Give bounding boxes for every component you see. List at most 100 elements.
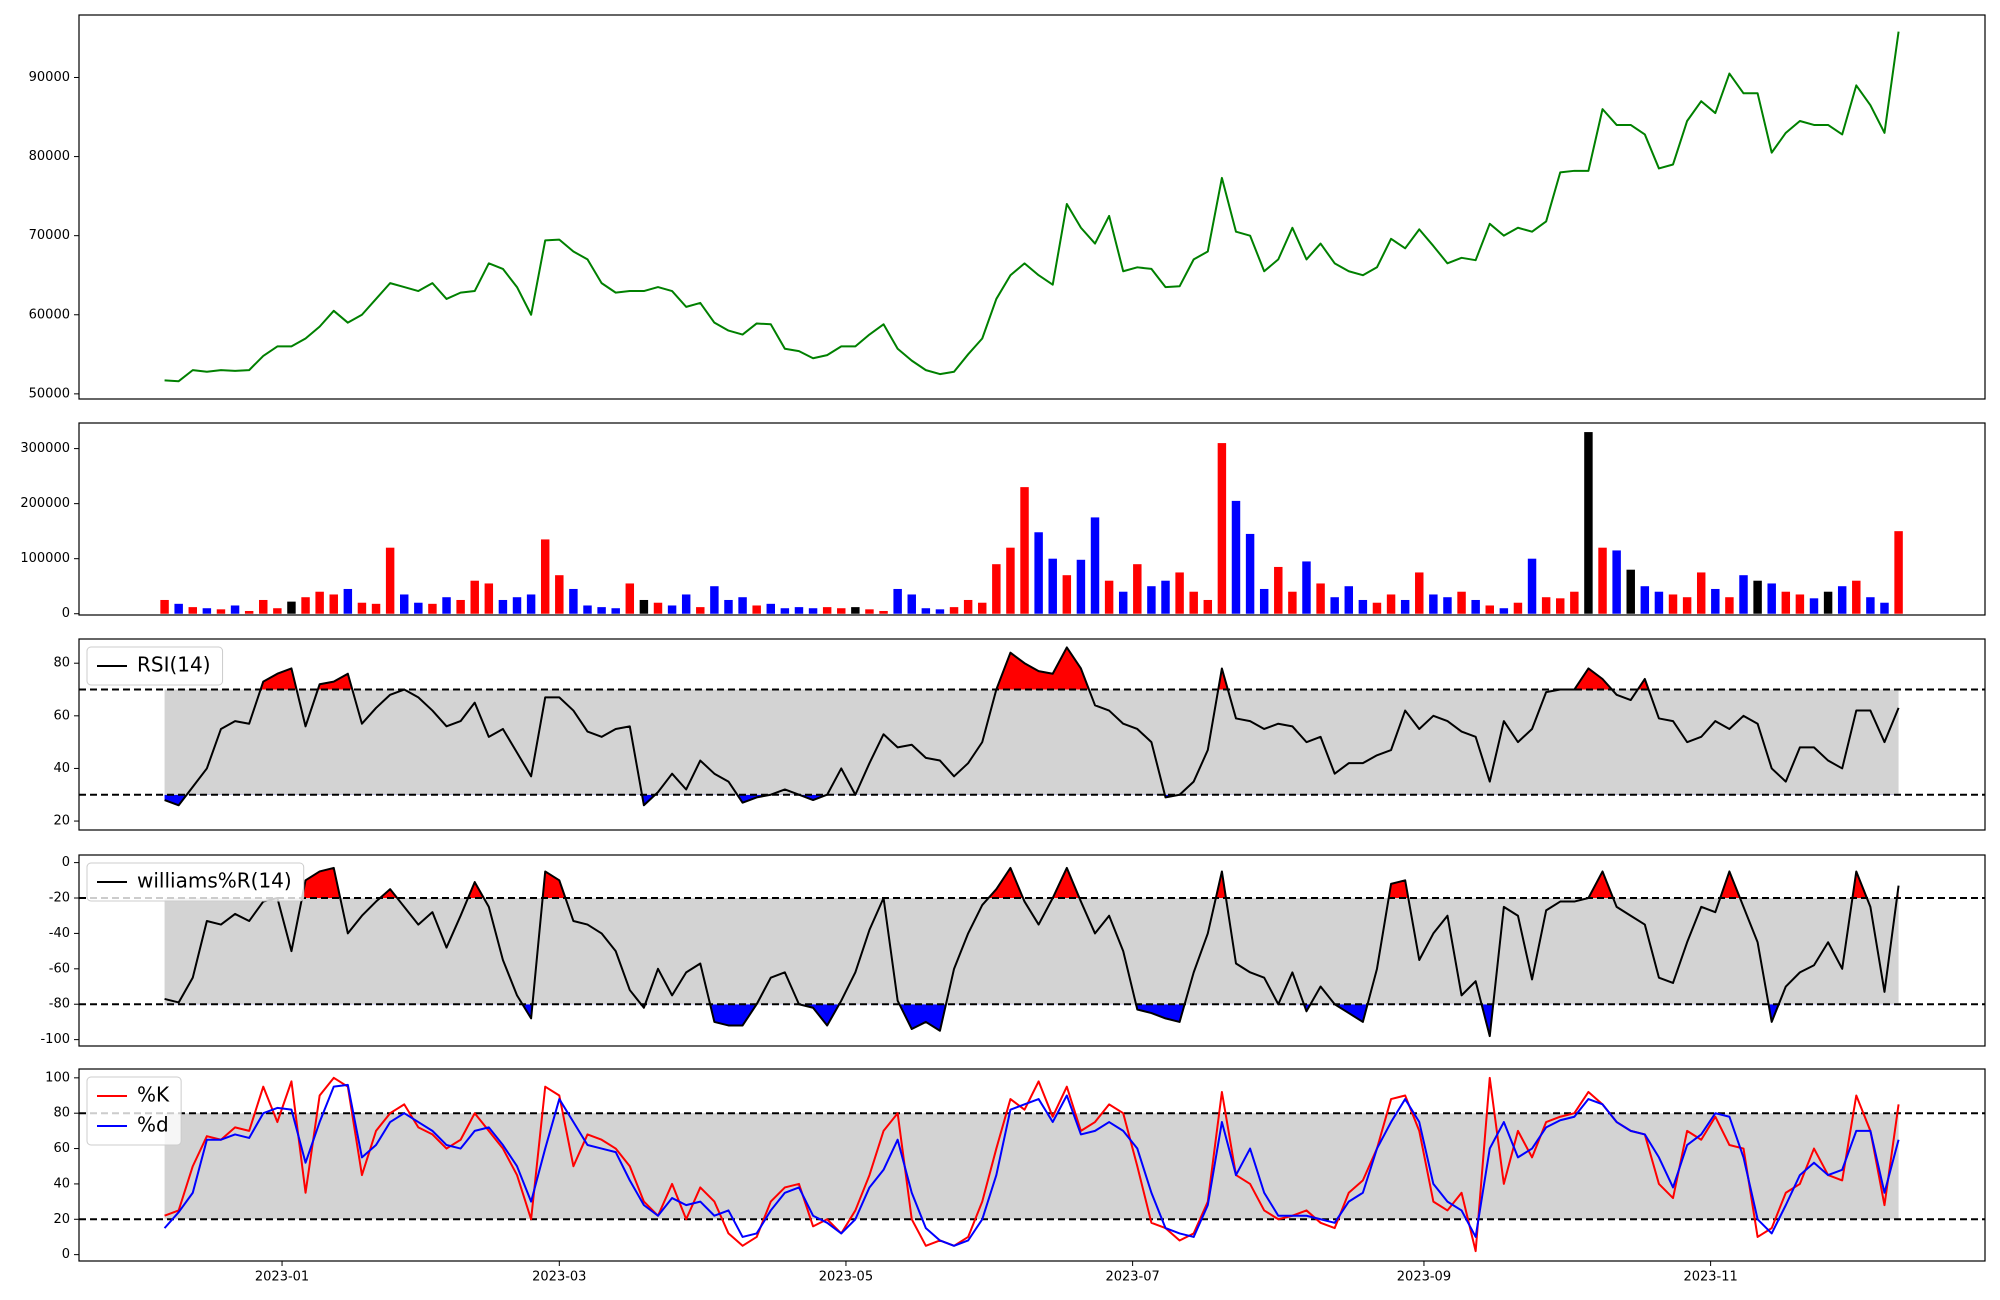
band-fill xyxy=(164,1113,1899,1220)
volume-bar xyxy=(1231,500,1241,614)
volume-bar xyxy=(273,608,282,614)
overbought-fill xyxy=(164,647,1899,690)
x-tick-label: 2023-11 xyxy=(1683,1270,1737,1285)
oversold-fill xyxy=(522,1004,1779,1037)
volume-bar xyxy=(1316,583,1325,614)
legend-label: %d xyxy=(137,1113,169,1137)
volume-bar xyxy=(1020,487,1029,614)
volume-bar xyxy=(301,597,310,614)
y-tick-label: 80000 xyxy=(29,149,70,164)
volume-bar xyxy=(1711,588,1720,614)
volume-bar xyxy=(1302,561,1311,614)
y-tick-label: 50000 xyxy=(29,386,70,401)
volume-bar xyxy=(597,607,606,614)
y-tick-label: 200000 xyxy=(20,496,70,511)
volume-bar xyxy=(978,602,987,614)
volume-bar xyxy=(1612,550,1621,614)
volume-bar xyxy=(1809,598,1819,614)
volume-bar xyxy=(681,594,691,614)
x-tick-label: 2023-09 xyxy=(1397,1270,1451,1285)
volume-bar xyxy=(611,608,620,614)
volume-bar xyxy=(1541,597,1551,614)
volume-bar xyxy=(555,575,564,614)
volume-bar xyxy=(230,605,240,614)
volume-bar xyxy=(1626,569,1635,614)
volume-bar xyxy=(1245,533,1255,614)
volume-bar xyxy=(879,610,888,614)
plot-area xyxy=(164,31,1900,383)
y-tick-label: -20 xyxy=(49,891,70,906)
band-fill xyxy=(164,898,1899,1005)
volume-bar xyxy=(1372,602,1382,614)
y-tick-label: 100 xyxy=(45,1070,70,1085)
volume-bar xyxy=(1880,602,1889,614)
volume-bar xyxy=(1668,594,1678,614)
volume-bar xyxy=(808,608,818,614)
volume-bar xyxy=(851,607,860,614)
series-line xyxy=(164,31,1900,383)
x-tick-label: 2023-05 xyxy=(819,1270,873,1285)
volume-bar xyxy=(216,609,226,614)
volume-bar xyxy=(315,591,324,614)
volume-bar xyxy=(653,602,663,614)
plot-area xyxy=(79,646,1985,807)
volume-bar xyxy=(1048,558,1057,614)
volume-bar xyxy=(1823,591,1833,614)
x-tick-label: 2023-07 xyxy=(1105,1270,1159,1285)
series-line xyxy=(163,1083,1900,1247)
volume-bar xyxy=(442,597,451,614)
volume-bar xyxy=(1147,586,1156,614)
volume-bar xyxy=(526,594,536,614)
volume-bar xyxy=(1753,580,1762,614)
volume-bar xyxy=(540,539,550,614)
volume-bar xyxy=(174,603,183,614)
volume-bar xyxy=(329,594,338,614)
volume-bar xyxy=(1217,443,1227,614)
volume-bar xyxy=(1104,580,1114,614)
legend: williams%R(14) xyxy=(86,862,305,902)
y-tick-label: 40 xyxy=(53,761,70,776)
volume-bar xyxy=(1259,588,1269,614)
volume-bar xyxy=(667,605,677,614)
volume-bar xyxy=(963,599,973,614)
volume-bar xyxy=(1513,602,1523,614)
plot-area xyxy=(79,866,1985,1038)
volume-bar xyxy=(1203,599,1213,614)
volume-bar xyxy=(780,608,790,614)
y-tick-label: 60 xyxy=(53,1141,70,1156)
volume-bar xyxy=(1725,597,1734,614)
volume-bar xyxy=(1358,599,1368,614)
volume-bar xyxy=(1739,575,1748,614)
volume-bar xyxy=(1781,591,1791,614)
volume-bar xyxy=(371,603,381,614)
panel-frame xyxy=(78,854,1986,1047)
volume-bar xyxy=(400,594,409,614)
volume-bar xyxy=(1133,564,1142,614)
volume-bar xyxy=(639,599,649,614)
volume-bar xyxy=(1866,597,1875,614)
volume-bar xyxy=(357,602,367,614)
volume-bar xyxy=(343,588,353,614)
volume-bar xyxy=(1062,575,1072,614)
plot-area xyxy=(79,1076,1985,1253)
volume-bar xyxy=(1852,580,1861,614)
volume-bar xyxy=(160,599,169,614)
volume-bar xyxy=(625,583,635,614)
volume-bar xyxy=(202,608,212,614)
volume-bar xyxy=(484,583,494,614)
legend-label: williams%R(14) xyxy=(137,869,292,893)
volume-bar xyxy=(1471,599,1480,614)
legend-label: %K xyxy=(137,1083,170,1107)
volume-bar xyxy=(696,607,705,614)
volume-bar xyxy=(259,599,268,614)
volume-bar xyxy=(1090,517,1100,614)
volume-bar xyxy=(1485,605,1494,614)
y-tick-label: 0 xyxy=(62,1247,70,1262)
volume-bar xyxy=(822,607,832,614)
y-tick-label: 70000 xyxy=(29,228,70,243)
y-tick-label: 0 xyxy=(62,855,70,870)
volume-bar xyxy=(1894,531,1903,614)
y-tick-label: 60000 xyxy=(29,307,70,322)
y-tick-label: -80 xyxy=(49,997,70,1012)
